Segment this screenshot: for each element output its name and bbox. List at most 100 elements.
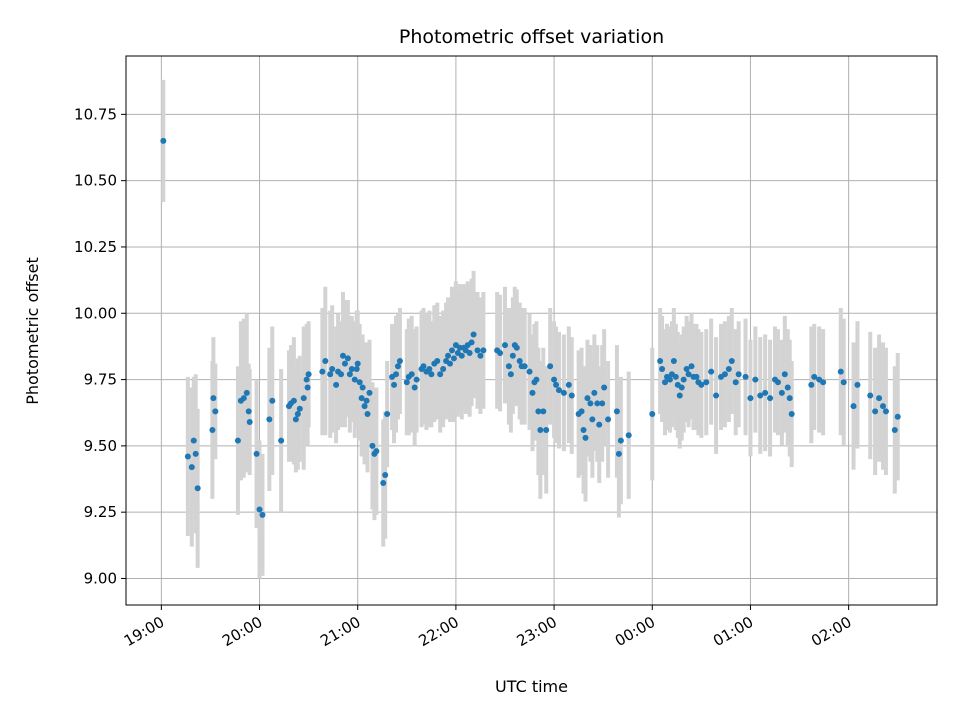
data-point — [447, 360, 454, 367]
data-point — [867, 392, 874, 399]
data-point — [408, 371, 415, 378]
data-point — [560, 389, 567, 396]
data-point — [470, 331, 477, 338]
data-point — [411, 384, 418, 391]
data-point — [735, 371, 742, 378]
data-point — [458, 352, 465, 359]
data-point — [474, 347, 481, 354]
data-point — [333, 381, 340, 388]
data-point — [256, 506, 263, 513]
data-point — [507, 371, 514, 378]
data-point — [339, 352, 346, 359]
data-point — [672, 373, 679, 380]
data-point — [837, 368, 844, 375]
data-point — [240, 395, 247, 402]
data-point — [589, 416, 596, 423]
data-point — [448, 347, 455, 354]
data-point — [784, 384, 791, 391]
data-point — [625, 432, 632, 439]
data-point — [269, 397, 276, 404]
x-tick-label: 20:00 — [219, 613, 265, 650]
data-point — [535, 408, 542, 415]
data-point — [721, 371, 728, 378]
data-point — [808, 381, 815, 388]
data-point — [212, 408, 219, 415]
data-point — [840, 379, 847, 386]
data-point — [708, 368, 715, 375]
data-point — [440, 365, 447, 372]
data-point — [526, 368, 533, 375]
data-point — [578, 408, 585, 415]
data-point — [543, 426, 550, 433]
data-point — [649, 411, 656, 418]
data-point — [670, 358, 677, 364]
data-point — [391, 381, 398, 388]
data-point — [369, 442, 376, 449]
y-tick-label: 10.00 — [74, 304, 117, 322]
data-point — [811, 373, 818, 380]
data-point — [553, 381, 560, 388]
y-tick-label: 9.75 — [84, 371, 117, 389]
data-point — [450, 355, 457, 362]
data-point — [584, 395, 591, 402]
data-point — [872, 408, 879, 415]
data-point — [529, 389, 536, 396]
data-point — [615, 450, 622, 457]
x-tick-label: 00:00 — [612, 613, 658, 650]
data-point — [358, 395, 365, 402]
data-point — [292, 416, 299, 423]
data-point — [568, 392, 575, 399]
data-point — [305, 371, 312, 378]
data-point — [657, 358, 664, 364]
data-point — [497, 350, 504, 357]
data-point — [659, 365, 666, 372]
data-point — [533, 376, 540, 383]
data-point — [380, 480, 387, 486]
data-point — [778, 389, 785, 396]
data-point — [300, 395, 307, 402]
x-tick-label: 21:00 — [317, 613, 363, 650]
data-point — [551, 376, 558, 383]
data-point — [666, 376, 673, 383]
data-point — [396, 358, 403, 364]
data-point — [373, 448, 380, 455]
data-point — [505, 363, 512, 370]
data-point — [243, 389, 250, 396]
data-point — [683, 365, 690, 372]
data-point — [290, 397, 297, 404]
data-point — [361, 403, 368, 410]
chart-title: Photometric offset variation — [399, 26, 664, 48]
data-point — [296, 405, 303, 412]
data-point — [599, 400, 606, 407]
x-tick-label: 19:00 — [121, 613, 167, 650]
data-point — [329, 365, 336, 372]
data-point — [209, 426, 216, 433]
data-point — [382, 472, 389, 479]
data-point — [344, 355, 351, 362]
data-point — [466, 350, 473, 357]
data-point — [259, 511, 266, 518]
data-point — [854, 381, 861, 388]
data-point — [850, 403, 857, 410]
data-point — [354, 360, 361, 367]
data-point — [384, 411, 391, 418]
data-point — [594, 400, 601, 407]
data-point — [348, 365, 355, 372]
data-point — [184, 453, 191, 460]
data-point — [513, 344, 520, 351]
data-point — [294, 411, 301, 418]
data-point — [413, 376, 420, 383]
data-point — [580, 426, 587, 433]
data-point — [327, 371, 334, 378]
data-point — [617, 437, 624, 444]
data-point — [678, 384, 685, 391]
data-point — [356, 379, 363, 386]
data-point — [304, 384, 311, 391]
x-axis-label: UTC time — [495, 677, 568, 696]
y-axis-ticks: 9.00 9.25 9.50 9.75 10.00 10.25 10.50 10.75 — [74, 105, 126, 587]
data-point — [540, 408, 547, 415]
data-point — [194, 485, 201, 492]
data-point — [613, 408, 620, 415]
data-point — [366, 389, 373, 396]
x-axis-ticks: 19:00 20:00 21:00 22:00 23:00 00:00 01:00 02:00 — [121, 605, 855, 650]
